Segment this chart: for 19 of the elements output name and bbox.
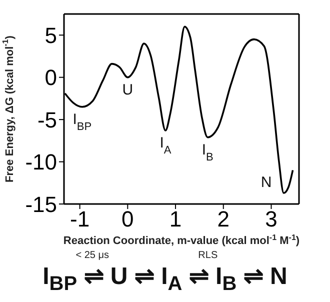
y-tick-label: -5 <box>37 107 57 132</box>
x-tick-label: 2 <box>217 206 230 232</box>
y-tick-label: 0 <box>44 65 57 90</box>
text: I$_{BP}$ ⇌ U ⇌ I$_{A}$ ⇌ I$_{B}$ ⇌ N <box>42 263 288 295</box>
annotation: I$_{A}$ <box>160 134 172 157</box>
x-tick-label: -1 <box>70 206 90 232</box>
annotation: I$_{B}$ <box>202 141 214 164</box>
x-tick-label: 0 <box>122 206 134 232</box>
text: < 25 μs <box>76 250 110 261</box>
x-axis-title: Reaction Coordinate, m-value (kcal mol$^{-1}$ M$^{-1}$) <box>63 232 300 247</box>
annotation: N <box>260 174 272 192</box>
y-tick-label: 5 <box>44 22 57 48</box>
y-tick-label: -15 <box>25 192 57 217</box>
text: RLS <box>198 250 218 261</box>
annotation: U <box>122 81 134 98</box>
annotation: I$_{BP}$ <box>72 110 92 133</box>
y-tick-label: -10 <box>25 150 57 175</box>
x-tick-label: 3 <box>265 206 278 232</box>
x-tick-label: 1 <box>169 206 182 232</box>
